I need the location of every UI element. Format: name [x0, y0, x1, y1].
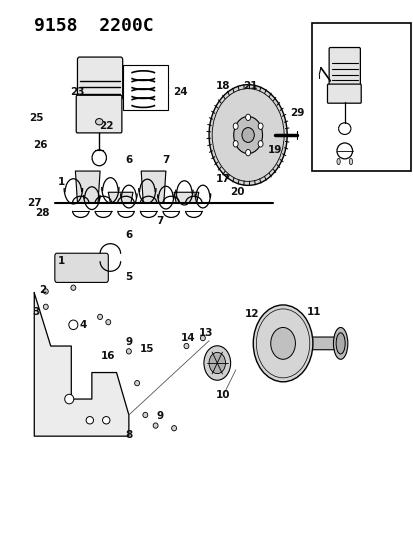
Ellipse shape — [336, 158, 339, 165]
Ellipse shape — [102, 417, 110, 424]
Ellipse shape — [183, 343, 188, 349]
Text: 28: 28 — [35, 208, 50, 219]
Bar — [122, 65, 168, 110]
Text: 12: 12 — [244, 309, 259, 319]
Text: 1: 1 — [57, 256, 64, 266]
Text: 19: 19 — [267, 145, 281, 155]
Text: 29: 29 — [290, 108, 304, 118]
Ellipse shape — [97, 314, 102, 319]
Ellipse shape — [43, 289, 48, 294]
Ellipse shape — [335, 333, 344, 354]
Ellipse shape — [71, 285, 76, 290]
Polygon shape — [108, 192, 133, 203]
Text: 14: 14 — [181, 333, 195, 343]
Ellipse shape — [171, 425, 176, 431]
Text: 21: 21 — [242, 81, 257, 91]
Ellipse shape — [69, 320, 78, 329]
Text: 18: 18 — [216, 81, 230, 91]
Text: 13: 13 — [198, 328, 213, 338]
Text: 27: 27 — [27, 198, 41, 208]
Polygon shape — [174, 192, 198, 203]
Text: 2: 2 — [39, 285, 46, 295]
Polygon shape — [34, 293, 128, 436]
Text: 9158  2200C: 9158 2200C — [34, 17, 154, 35]
Ellipse shape — [233, 141, 237, 147]
FancyBboxPatch shape — [327, 84, 360, 103]
Text: 15: 15 — [140, 344, 154, 354]
Text: 26: 26 — [33, 140, 47, 150]
Text: 1: 1 — [57, 176, 64, 187]
Ellipse shape — [332, 327, 347, 359]
Text: 25: 25 — [29, 113, 43, 123]
FancyBboxPatch shape — [76, 95, 121, 133]
Ellipse shape — [270, 327, 295, 359]
Text: 3: 3 — [33, 306, 40, 317]
Text: 5: 5 — [125, 272, 132, 282]
Text: 6: 6 — [125, 156, 132, 165]
Text: 17: 17 — [216, 174, 230, 184]
FancyBboxPatch shape — [55, 253, 108, 282]
Polygon shape — [141, 171, 166, 203]
Ellipse shape — [257, 123, 262, 130]
Text: 9: 9 — [156, 411, 163, 421]
FancyBboxPatch shape — [328, 47, 359, 88]
Ellipse shape — [95, 118, 103, 125]
Text: 4: 4 — [80, 320, 87, 330]
Ellipse shape — [245, 114, 250, 120]
Ellipse shape — [106, 319, 111, 325]
Ellipse shape — [241, 127, 254, 142]
Ellipse shape — [209, 85, 287, 185]
Text: 6: 6 — [125, 230, 132, 240]
Ellipse shape — [153, 423, 158, 428]
Text: 9: 9 — [125, 337, 132, 347]
Polygon shape — [75, 171, 100, 203]
Ellipse shape — [233, 116, 262, 154]
Ellipse shape — [349, 158, 352, 165]
Ellipse shape — [233, 123, 237, 130]
Text: 22: 22 — [99, 121, 113, 131]
Ellipse shape — [86, 417, 93, 424]
FancyBboxPatch shape — [300, 337, 339, 350]
Ellipse shape — [134, 381, 139, 386]
FancyBboxPatch shape — [77, 57, 122, 100]
Text: 16: 16 — [101, 351, 115, 361]
Ellipse shape — [209, 352, 225, 374]
Ellipse shape — [200, 335, 205, 341]
Ellipse shape — [253, 305, 312, 382]
Text: 24: 24 — [173, 86, 187, 96]
Text: 11: 11 — [306, 306, 320, 317]
Text: 8: 8 — [125, 430, 132, 440]
Text: 23: 23 — [70, 86, 85, 96]
Bar — [311, 22, 410, 171]
Ellipse shape — [142, 413, 147, 418]
Text: 10: 10 — [215, 390, 229, 400]
Ellipse shape — [126, 349, 131, 354]
Ellipse shape — [43, 304, 48, 310]
Text: 20: 20 — [230, 187, 244, 197]
Ellipse shape — [204, 346, 230, 380]
Ellipse shape — [257, 141, 262, 147]
Ellipse shape — [64, 394, 74, 404]
Text: 7: 7 — [162, 156, 169, 165]
Ellipse shape — [245, 149, 250, 156]
Text: 7: 7 — [156, 216, 163, 227]
